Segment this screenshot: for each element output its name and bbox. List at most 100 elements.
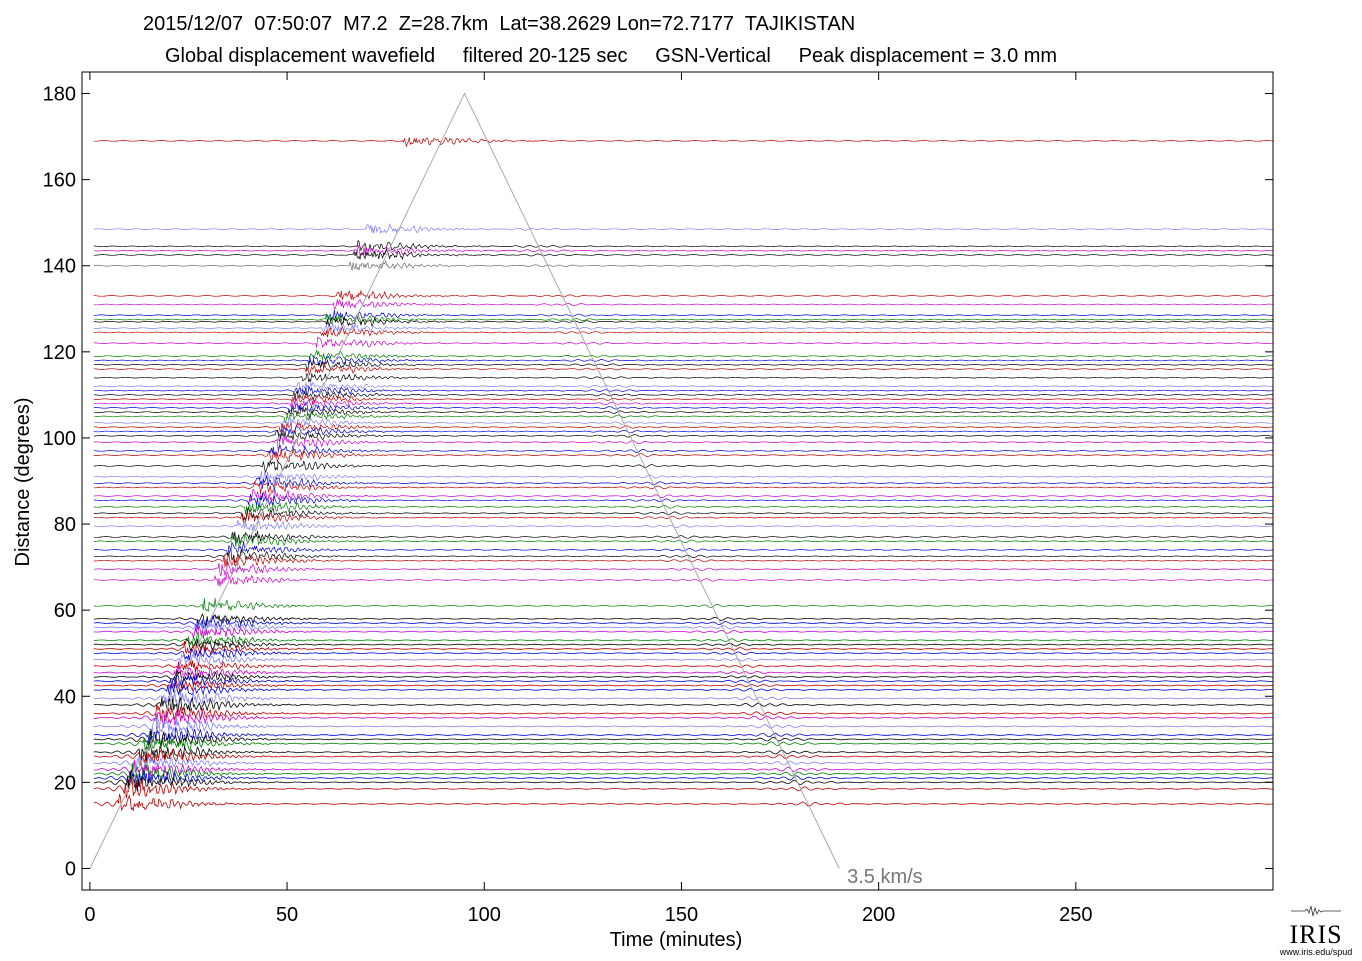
seismic-trace <box>93 771 1274 792</box>
seismic-trace <box>93 326 1273 338</box>
seismic-trace <box>93 759 1274 778</box>
seismic-trace <box>93 729 1273 748</box>
seismic-trace <box>93 488 1273 502</box>
y-tick-label: 80 <box>54 514 76 536</box>
seismic-trace <box>93 748 1274 766</box>
y-tick-label: 180 <box>43 84 76 106</box>
velocity-line-layer <box>89 92 840 869</box>
seismic-trace <box>93 769 1274 789</box>
seismic-trace <box>93 436 1274 450</box>
seismic-trace <box>93 394 1274 405</box>
seismic-trace <box>93 696 1274 714</box>
x-tick-label: 50 <box>276 904 298 926</box>
seismic-trace <box>93 421 1274 433</box>
seismic-trace <box>93 598 1274 613</box>
seismic-trace <box>93 548 1273 564</box>
y-tick-label: 100 <box>43 428 76 450</box>
y-tick-label: 120 <box>43 342 76 364</box>
chart-subtitle: Global displacement wavefield filtered 2… <box>165 45 1058 67</box>
seismic-trace <box>93 475 1273 491</box>
seismic-trace <box>93 429 1273 442</box>
seismic-trace <box>93 510 1274 524</box>
seismic-trace <box>93 703 1274 722</box>
seismic-trace <box>93 310 1273 321</box>
seismic-trace <box>93 315 1274 328</box>
x-tick-label: 250 <box>1059 904 1092 926</box>
seismic-trace <box>93 794 1274 812</box>
seismic-trace <box>93 776 1273 799</box>
seismic-trace <box>93 385 1274 395</box>
traces-layer <box>93 136 1274 812</box>
x-tick-label: 100 <box>468 904 501 926</box>
seismic-trace <box>93 444 1273 457</box>
seismic-trace <box>93 390 1274 401</box>
seismic-trace <box>93 660 1274 673</box>
seismic-trace <box>93 322 1274 334</box>
chart-title: 2015/12/07 07:50:07 M7.2 Z=28.7km Lat=38… <box>143 13 856 35</box>
seismic-trace <box>93 471 1274 485</box>
axes-layer: 0 50 100 150 200 250 0 20 40 60 80 100 120 140 160 180 <box>43 72 1273 926</box>
seismic-trace <box>93 709 1274 728</box>
y-tick-label: 60 <box>54 600 76 622</box>
seismic-trace <box>93 614 1274 630</box>
seismic-trace <box>93 682 1273 696</box>
seismic-trace <box>93 336 1274 348</box>
seismic-trace <box>93 448 1274 463</box>
seismic-trace <box>93 289 1274 301</box>
seismic-trace <box>93 688 1274 708</box>
seismic-trace <box>93 519 1273 532</box>
seismic-trace <box>93 631 1273 646</box>
seismic-trace <box>93 372 1274 383</box>
seismic-trace <box>93 406 1273 420</box>
logo-word: IRIS <box>1289 920 1343 949</box>
seismic-trace <box>93 402 1274 413</box>
seismic-trace <box>93 530 1274 544</box>
y-axis-label: Distance (degrees) <box>12 398 34 567</box>
seismic-trace <box>93 363 1274 376</box>
seismic-trace <box>93 501 1274 515</box>
seismic-trace <box>93 571 1274 587</box>
y-tick-label: 140 <box>43 256 76 278</box>
seismic-trace <box>93 248 1274 261</box>
seismic-trace <box>93 541 1274 557</box>
seismic-trace <box>93 648 1274 660</box>
seismogram-logo-icon <box>1291 905 1341 917</box>
seismic-trace <box>93 620 1273 633</box>
seismic-trace <box>93 298 1274 310</box>
seismic-trace <box>93 381 1273 392</box>
x-tick-label: 200 <box>862 904 895 926</box>
seismic-trace <box>93 222 1274 235</box>
seismic-trace <box>93 561 1273 577</box>
seismic-trace <box>93 136 1274 148</box>
seismic-trace <box>93 397 1273 410</box>
seismic-trace <box>93 460 1273 473</box>
seismic-trace <box>93 624 1274 639</box>
seismic-trace <box>93 653 1273 666</box>
seismic-trace <box>93 733 1274 752</box>
seismic-trace <box>93 762 1274 784</box>
x-tick-label: 0 <box>84 904 95 926</box>
seismic-trace <box>93 355 1274 366</box>
seismic-trace <box>93 244 1273 257</box>
plot-frame <box>81 71 1274 891</box>
logo-url: www.iris.edu/spud <box>1279 947 1353 957</box>
seismic-trace <box>93 358 1274 371</box>
seismic-trace <box>93 416 1274 429</box>
seismic-trace <box>93 492 1274 508</box>
seismic-trace <box>93 481 1274 495</box>
seismic-trace <box>93 664 1274 680</box>
x-axis-label: Time (minutes) <box>610 929 743 951</box>
seismic-trace <box>93 553 1274 568</box>
y-tick-label: 0 <box>65 858 76 880</box>
seismic-trace <box>93 727 1274 745</box>
seismic-trace <box>93 349 1274 362</box>
seismic-trace <box>93 239 1274 252</box>
y-tick-label: 20 <box>54 772 76 794</box>
velocity-line <box>89 92 840 869</box>
seismic-trace <box>93 641 1274 656</box>
seismic-trace <box>93 259 1274 272</box>
seismic-trace <box>93 426 1274 438</box>
x-tick-label: 150 <box>665 904 698 926</box>
seismic-trace <box>93 637 1274 652</box>
